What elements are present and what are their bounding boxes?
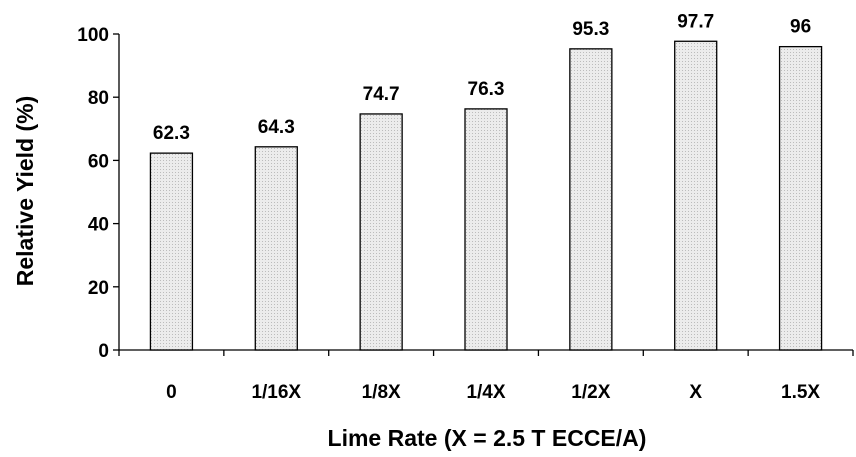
x-tick-label: 1/16X [251, 382, 301, 403]
x-tick-label: 1.5X [781, 382, 820, 403]
x-tick-label: X [689, 382, 702, 403]
bar [674, 40, 718, 351]
bar [464, 108, 508, 351]
x-tick-label: 1/8X [362, 382, 401, 403]
bar [569, 48, 613, 351]
y-tick-label: 60 [88, 151, 109, 172]
data-label: 64.3 [258, 117, 295, 138]
y-tick-label: 40 [88, 215, 109, 236]
data-label: 95.3 [572, 19, 609, 40]
x-axis-title: Lime Rate (X = 2.5 T ECCE/A) [328, 425, 647, 451]
bar [149, 152, 194, 351]
bar [359, 113, 403, 351]
y-tick-label: 20 [88, 278, 109, 299]
bar [254, 146, 298, 351]
x-tick-label: 1/4X [466, 382, 505, 403]
bar [778, 45, 823, 351]
data-label: 97.7 [677, 11, 714, 32]
y-tick-label: 0 [98, 341, 109, 362]
y-tick-label: 100 [77, 25, 109, 46]
plot-area: 0 20 40 60 80 100 62.3 0 64.3 1/16X 74.7 1/8X 76.3 1/… [77, 11, 854, 403]
data-label: 62.3 [153, 123, 190, 144]
y-axis-title: Relative Yield (%) [12, 96, 38, 286]
data-label: 76.3 [468, 79, 505, 100]
data-label: 74.7 [363, 84, 400, 105]
x-tick-label: 1/2X [571, 382, 610, 403]
y-tick-label: 80 [88, 88, 109, 109]
data-label: 96 [790, 17, 811, 38]
x-tick-label: 0 [166, 382, 177, 403]
